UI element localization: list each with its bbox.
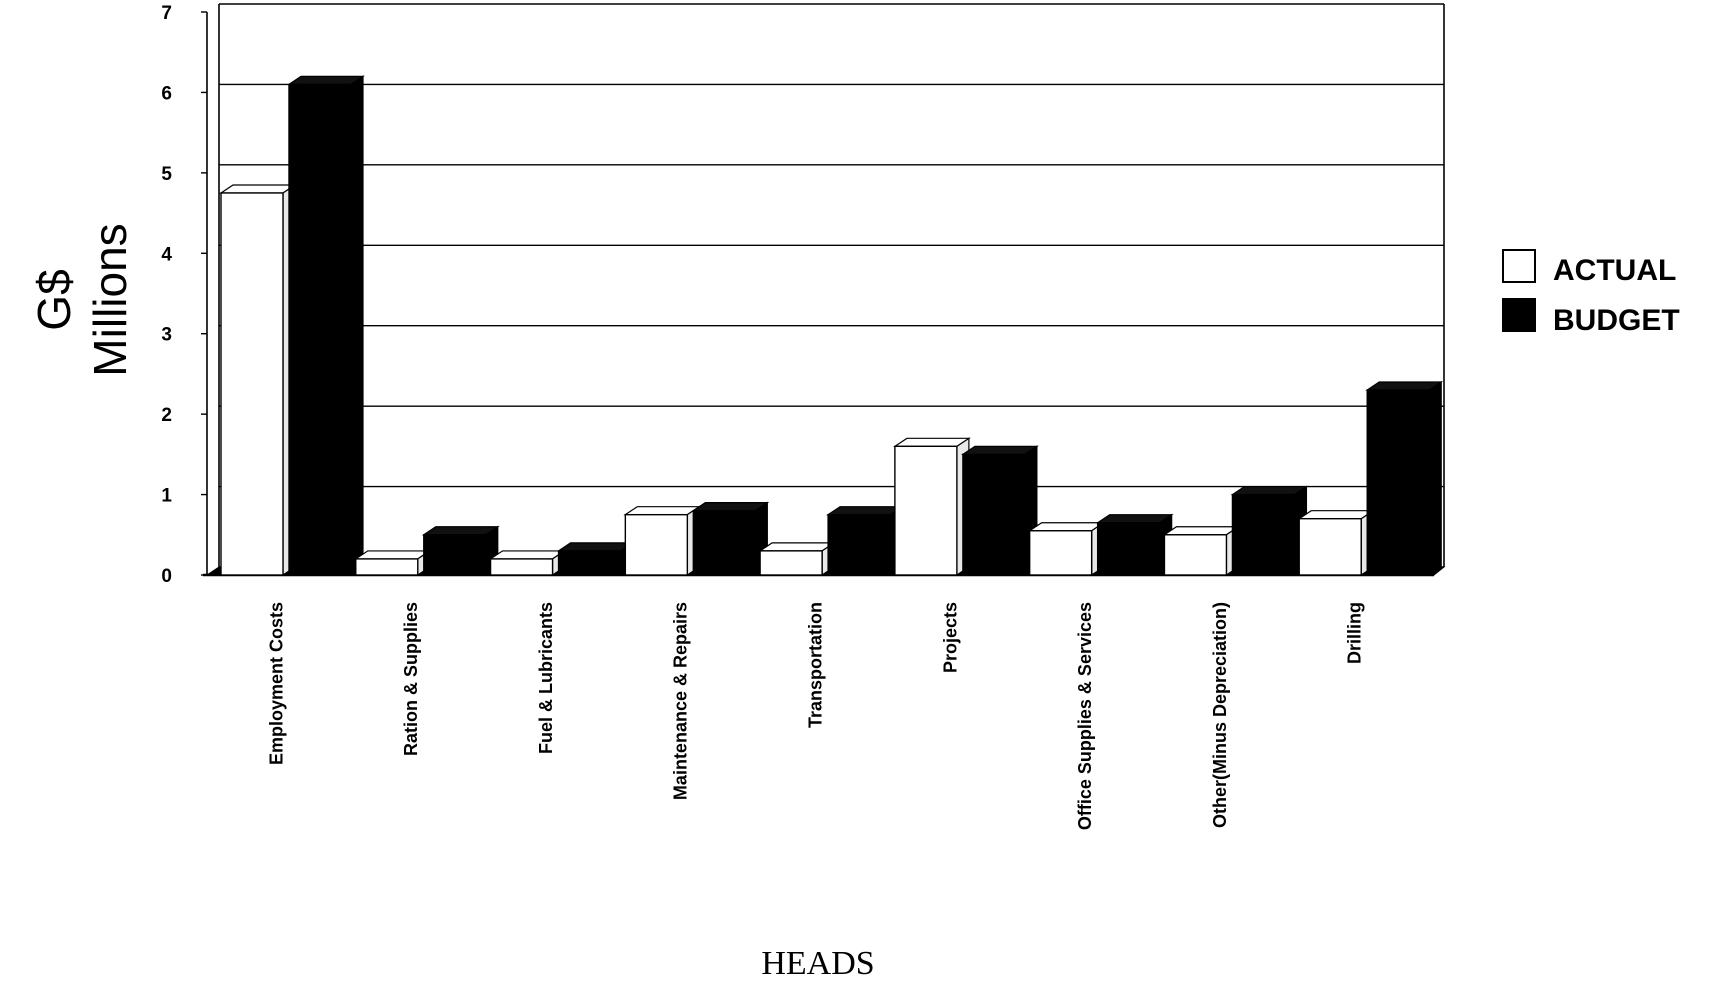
- y-tick-label-7: 7: [161, 3, 172, 24]
- legend-swatch-budget: [1502, 298, 1536, 332]
- bar-actual-6: [1027, 521, 1106, 577]
- bar-budget-4: [826, 505, 905, 577]
- category-label-5: Projects: [940, 602, 960, 673]
- category-label-6: Office Supplies & Services: [1075, 602, 1095, 830]
- bar-actual-4: [758, 541, 837, 577]
- category-label-1: Ration & Supplies: [401, 602, 421, 756]
- y-tick-label-5: 5: [161, 164, 172, 185]
- legend-label-budget: BUDGET: [1553, 304, 1680, 337]
- category-label-2: Fuel & Lubricants: [536, 602, 556, 754]
- y-tick-label-6: 6: [161, 83, 172, 104]
- legend-label-actual: ACTUAL: [1553, 254, 1676, 287]
- bar-budget-1: [421, 525, 500, 577]
- bars: [219, 75, 1444, 577]
- y-axis-label-line-1: G$: [28, 269, 80, 330]
- legend: ACTUAL BUDGET: [1502, 249, 1680, 337]
- y-tick-label-4: 4: [161, 244, 172, 265]
- bar-actual-0: [219, 183, 297, 577]
- y-tick-label-1: 1: [161, 486, 172, 507]
- y-tick-label-2: 2: [161, 405, 172, 426]
- bar-budget-5: [960, 445, 1039, 577]
- category-label-8: Drilling: [1345, 602, 1365, 664]
- category-label-3: Maintenance & Repairs: [671, 602, 691, 800]
- bar-actual-3: [623, 505, 702, 577]
- y-tick-labels: 0 1 2 3 4 5 6 7: [161, 3, 207, 587]
- legend-swatch-actual: [1502, 249, 1536, 283]
- category-label-0: Employment Costs: [266, 602, 286, 765]
- bar-budget-8: [1365, 380, 1444, 577]
- category-label-7: Other(Minus Depreciation): [1210, 602, 1230, 828]
- y-tick-label-0: 0: [161, 566, 172, 587]
- category-labels: Employment Costs Ration & Supplies Fuel & …: [266, 602, 1364, 830]
- y-axis-label-line-2: Millions: [84, 223, 136, 376]
- bar-budget-2: [556, 541, 635, 577]
- y-tick-label-3: 3: [161, 325, 172, 346]
- bar-actual-1: [353, 549, 432, 577]
- bar-budget-6: [1095, 513, 1174, 577]
- bar-budget-0: [287, 75, 365, 577]
- gridlines: [219, 3, 1444, 568]
- bar-budget-3: [691, 501, 770, 577]
- bar-budget-7: [1230, 485, 1309, 577]
- bar-actual-2: [488, 549, 567, 577]
- bar-actual-5: [892, 437, 971, 577]
- bar-actual-7: [1162, 525, 1241, 577]
- category-label-4: Transportation: [806, 602, 826, 728]
- bar-actual-8: [1297, 509, 1376, 577]
- x-axis-label: HEADS: [761, 945, 874, 982]
